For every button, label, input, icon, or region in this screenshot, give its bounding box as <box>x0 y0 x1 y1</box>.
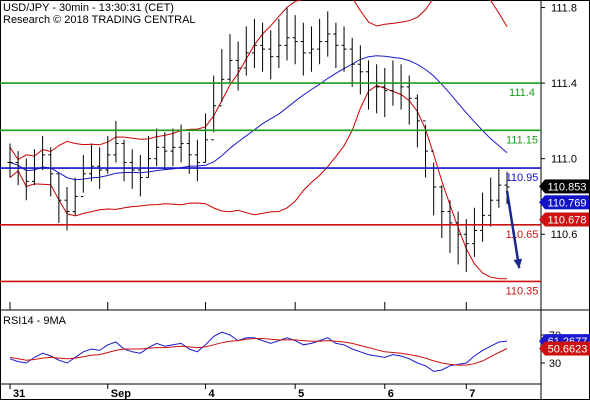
candle <box>382 68 388 118</box>
candle <box>186 132 192 174</box>
candle <box>194 139 200 182</box>
bollinger-lower-line <box>9 85 508 280</box>
candle <box>260 22 266 72</box>
candle <box>7 143 13 178</box>
candle <box>251 18 257 68</box>
candle <box>463 219 469 272</box>
candle <box>203 113 209 163</box>
candle <box>325 11 331 57</box>
candle <box>471 207 477 257</box>
candle <box>308 26 314 72</box>
candle <box>439 185 445 238</box>
price-tag-label: 110.853 <box>548 181 587 193</box>
candle <box>480 192 486 242</box>
price-tag-box <box>545 212 589 227</box>
candle <box>154 128 160 167</box>
date-label: 31 <box>13 388 25 400</box>
level-label: 111.4 <box>509 87 535 99</box>
price-tag-pointer <box>539 212 545 227</box>
price-tag-box <box>545 179 589 194</box>
forecast-arrow-line <box>505 190 521 269</box>
price-tag-pointer <box>539 195 545 210</box>
candle <box>162 132 168 170</box>
candle <box>423 120 429 178</box>
candle <box>496 168 502 208</box>
forecast-arrow-head <box>513 258 523 269</box>
candle <box>268 30 274 80</box>
candle <box>292 15 298 65</box>
price-tag-label: 110.769 <box>548 197 587 209</box>
chart-header-line2: Research © 2018 TRADING CENTRAL <box>3 14 196 26</box>
candle <box>284 7 290 61</box>
candle <box>341 26 347 72</box>
candle <box>219 49 225 107</box>
level-label: 110.35 <box>506 285 539 297</box>
rsi-tag-label: 50.6623 <box>548 344 588 356</box>
candle <box>23 158 29 201</box>
candle <box>398 64 404 110</box>
price-tag-pointer <box>539 179 545 194</box>
price-ytick-label: 111.8 <box>551 3 577 15</box>
date-label: 7 <box>469 388 475 400</box>
candle <box>88 143 94 182</box>
rsi-tag-pointer <box>539 341 545 356</box>
candle <box>72 177 78 216</box>
candle <box>211 75 217 141</box>
candle <box>447 200 453 254</box>
bollinger-upper-line <box>9 0 508 161</box>
candle <box>129 149 135 189</box>
date-label: 6 <box>388 388 394 400</box>
price-ytick-label: 110.6 <box>551 229 578 241</box>
rsi-series-9ma <box>9 338 508 366</box>
candle <box>121 139 127 182</box>
candle <box>227 34 233 84</box>
candle <box>276 18 282 68</box>
rsi-series-rsi14 <box>9 331 508 372</box>
level-label: 110.95 <box>506 172 539 184</box>
candle <box>300 22 306 76</box>
rsi-ytick-label: 30 <box>549 358 561 370</box>
candle <box>357 45 363 95</box>
candle <box>137 154 143 197</box>
candle <box>48 147 54 197</box>
rsi-title: RSI14 - 9MA <box>3 315 67 327</box>
candle <box>317 18 323 65</box>
candle <box>243 26 249 76</box>
candle <box>365 60 371 110</box>
chart-header-line1: USD/JPY - 30min - 13:30:31 (CET) <box>3 2 174 14</box>
price-ytick-label: 111.0 <box>551 154 577 166</box>
candle <box>56 173 62 223</box>
date-label: 5 <box>298 388 304 400</box>
candle <box>488 177 494 227</box>
candle <box>170 128 176 167</box>
candle <box>113 120 119 163</box>
candle <box>80 154 86 197</box>
date-label: Sep <box>111 388 131 400</box>
price-tag-label: 110.678 <box>548 214 587 226</box>
candle <box>414 94 420 148</box>
candle <box>431 150 437 216</box>
candle <box>146 136 152 179</box>
candle <box>40 136 46 170</box>
candle <box>374 64 380 114</box>
candle <box>64 187 70 231</box>
price-tag-box <box>545 195 589 210</box>
rsi-tag-box <box>545 341 590 356</box>
candle <box>455 211 461 265</box>
price-ytick-label: 111.4 <box>551 78 577 90</box>
candle <box>333 22 339 68</box>
level-label: 111.15 <box>506 134 538 146</box>
moving-average-line <box>9 55 508 181</box>
level-label: 110.65 <box>506 229 539 241</box>
candle <box>349 37 355 87</box>
date-label: 4 <box>209 388 216 400</box>
